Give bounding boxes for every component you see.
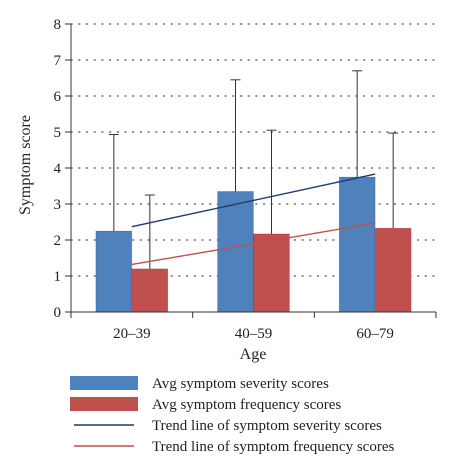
y-tick-label: 2	[54, 233, 62, 249]
y-tick-labels: 0 1 2 3 4 5 6 7 8	[54, 17, 71, 321]
bar	[95, 230, 133, 313]
legend-label: Avg symptom severity scores	[152, 376, 329, 392]
bar	[253, 233, 290, 313]
bars	[95, 176, 412, 313]
legend-label: Trend line of symptom severity scores	[152, 418, 382, 434]
y-tick-label: 0	[54, 305, 62, 321]
legend-label: Avg symptom frequency scores	[152, 397, 341, 413]
trend-line	[131, 173, 376, 228]
legend-label: Trend line of symptom frequency scores	[152, 439, 394, 455]
x-tick-labels: 20–39 40–59 60–79	[113, 326, 394, 342]
y-tick-label: 7	[54, 53, 62, 69]
error-bars	[108, 70, 399, 269]
y-tick-label: 3	[54, 197, 62, 213]
trend-lines	[131, 173, 376, 266]
y-tick-label: 8	[54, 17, 62, 33]
y-axis-label: Symptom score	[17, 115, 34, 215]
legend: Avg symptom severity scores Avg symptom f…	[70, 376, 394, 455]
y-tick-label: 4	[54, 161, 62, 177]
y-tick-label: 5	[54, 125, 62, 141]
x-tick-label: 60–79	[356, 326, 394, 342]
y-tick-label: 6	[54, 89, 62, 105]
bar	[338, 176, 376, 313]
bar	[131, 268, 169, 313]
x-axis-label: Age	[240, 346, 267, 363]
bar	[374, 227, 412, 313]
trend-line	[131, 222, 376, 266]
bar	[217, 190, 254, 313]
legend-swatch	[70, 397, 138, 411]
y-tick-label: 1	[54, 269, 62, 285]
x-tick-label: 20–39	[113, 326, 151, 342]
legend-swatch	[70, 376, 138, 390]
x-tick-label: 40–59	[235, 326, 273, 342]
